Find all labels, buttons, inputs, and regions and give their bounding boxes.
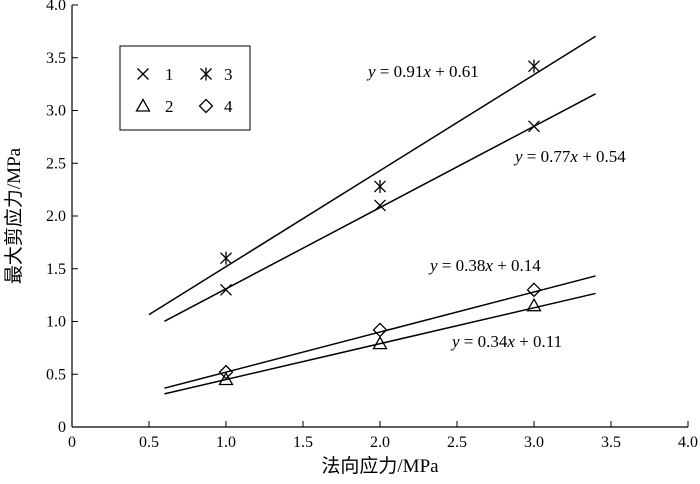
fit-equations: y = 0.77x + 0.54 y = 0.91x + 0.61 y = 0.34… <box>366 62 626 351</box>
x-axis-title: 法向应力/MPa <box>321 455 439 477</box>
y-tick-label: 4.0 <box>46 0 66 14</box>
x-tick-label: 2.5 <box>447 434 467 451</box>
data-point-series-3 <box>528 59 540 73</box>
x-tick-label: 2.0 <box>370 434 390 451</box>
data-point-series-1 <box>374 199 386 212</box>
data-point-series-3 <box>374 179 386 193</box>
x-tick-label: 3.5 <box>601 434 621 451</box>
legend-marker-series-2 <box>135 98 151 112</box>
data-point-series-4 <box>372 322 388 338</box>
x-tick-label: 0.5 <box>139 434 159 451</box>
data-point-series-2 <box>218 371 234 386</box>
x-tick-label: 1.0 <box>216 434 236 451</box>
x-tick-label: 1.5 <box>293 434 313 451</box>
fit-line-series-2 <box>164 292 596 395</box>
data-point-series-2 <box>372 335 388 350</box>
data-point-series-2 <box>526 297 542 312</box>
legend-marker-series-1 <box>137 68 149 80</box>
fit-equation-series-3: y = 0.91x + 0.61 <box>366 62 479 81</box>
fit-line-series-1 <box>164 93 596 322</box>
legend-label-series-3: 3 <box>224 65 233 84</box>
x-tick-label: 3.0 <box>524 434 544 451</box>
y-tick-label: 3.0 <box>46 103 66 120</box>
legend: 1 3 2 4 <box>119 45 251 131</box>
fit-lines <box>148 35 596 395</box>
fit-equation-series-1: y = 0.77x + 0.54 <box>513 147 626 166</box>
legend-label-series-4: 4 <box>224 97 233 116</box>
y-tick-label: 3.5 <box>46 50 66 67</box>
data-point-series-3 <box>220 251 232 265</box>
legend-label-series-2: 2 <box>165 97 174 116</box>
data-point-series-4 <box>526 282 542 298</box>
x-tick-label: 0 <box>68 434 76 451</box>
legend-label-series-1: 1 <box>165 65 174 84</box>
y-tick-label: 2.0 <box>46 208 66 225</box>
y-tick-label: 0.5 <box>46 366 66 383</box>
fit-equation-series-2: y = 0.34x + 0.11 <box>450 332 562 351</box>
y-tick-label: 2.5 <box>46 155 66 172</box>
legend-marker-series-3 <box>200 67 212 81</box>
y-tick-label: 1.5 <box>46 261 66 278</box>
y-axis-title: 最大剪应力/MPa <box>3 147 25 284</box>
data-point-series-1 <box>528 120 540 133</box>
y-tick-label: 0 <box>58 419 66 436</box>
legend-marker-series-4 <box>198 98 214 114</box>
fit-line-series-3 <box>148 35 596 316</box>
x-tick-label: 4.0 <box>678 434 698 451</box>
data-point-series-1 <box>220 283 232 296</box>
data-point-series-4 <box>218 364 234 380</box>
y-tick-label: 1.0 <box>46 314 66 331</box>
axis-ticks: 0 0.5 1.0 1.5 2.0 2.5 3.0 3.5 4.0 0 0.5 1.0 1.5 2.0 2.… <box>46 0 698 451</box>
fit-equation-series-4: y = 0.38x + 0.14 <box>428 256 541 275</box>
legend-items: 1 3 2 4 <box>135 65 233 116</box>
legend-box <box>119 45 251 131</box>
fit-line-series-4 <box>164 275 596 389</box>
data-markers <box>218 59 542 386</box>
